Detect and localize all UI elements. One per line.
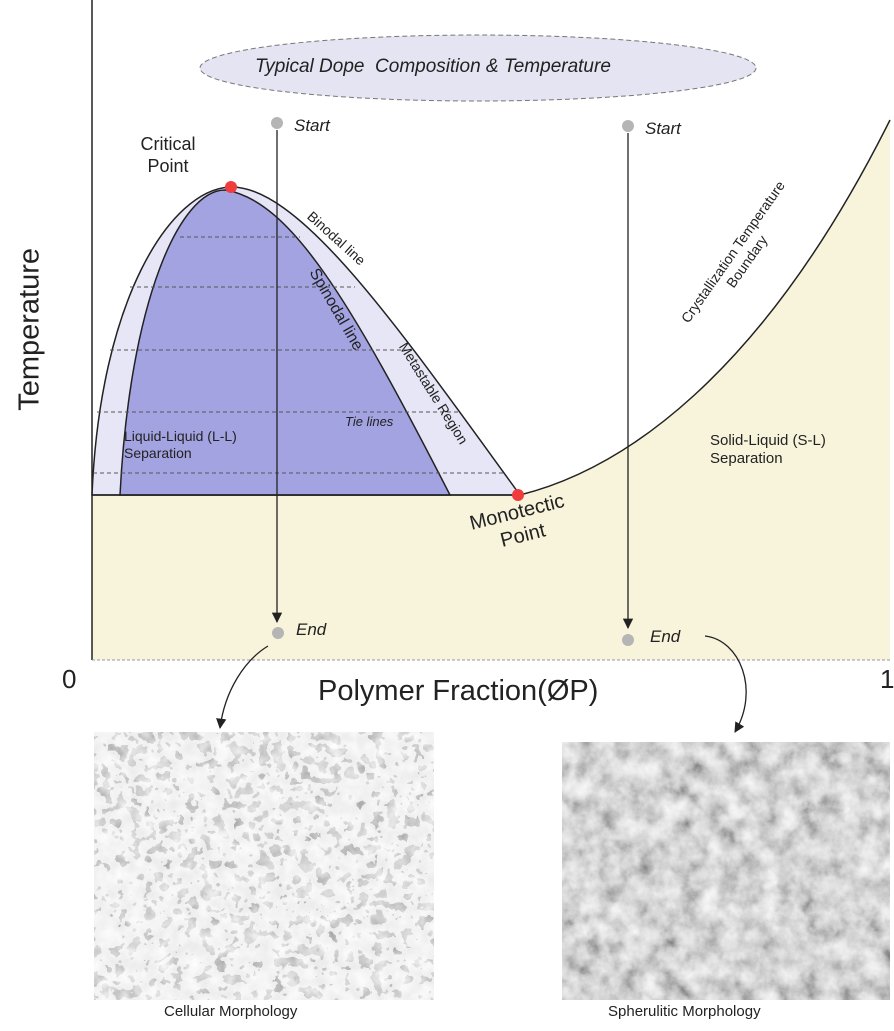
start-label: Start xyxy=(645,119,681,139)
title: Typical Dope Composition & Temperature xyxy=(255,56,611,79)
x-axis-label: Polymer Fraction(ØP) xyxy=(318,674,598,709)
tie-lines-label: Tie lines xyxy=(345,414,393,430)
x-min-label: 0 xyxy=(62,664,76,695)
solid-liquid-label: Solid-Liquid (S-L) Separation xyxy=(710,432,840,468)
critical-dot xyxy=(225,181,237,193)
x-max-label: 1 xyxy=(880,664,894,695)
image-caption: Cellular Morphology xyxy=(164,1003,297,1021)
y-axis-label: Temperature xyxy=(13,239,48,419)
image-caption: Spherulitic Morphology xyxy=(608,1003,761,1021)
end-label: End xyxy=(650,627,680,647)
liquid-liquid-label: Liquid-Liquid (L-L) Separation xyxy=(124,428,274,462)
diagram: Typical Dope Composition & Temperature S… xyxy=(0,0,894,1031)
critical-point-label: Critical Point xyxy=(118,134,218,177)
end-label: End xyxy=(296,620,326,640)
spherulitic-image xyxy=(562,742,890,1000)
start-label: Start xyxy=(294,116,330,136)
cellular-image xyxy=(94,732,434,1000)
